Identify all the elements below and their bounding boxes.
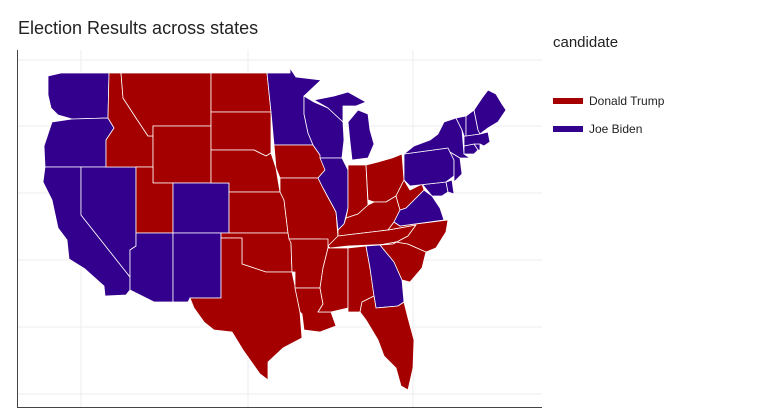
state-KS[interactable] xyxy=(228,191,289,234)
legend-label-joe-biden: Joe Biden xyxy=(589,122,643,136)
state-ME[interactable] xyxy=(473,89,507,135)
legend-swatch-joe-biden xyxy=(553,126,583,132)
map-plot-area[interactable] xyxy=(17,50,542,408)
state-VT[interactable] xyxy=(455,115,467,137)
state-TX[interactable] xyxy=(189,237,303,381)
chart-title: Election Results across states xyxy=(18,18,259,38)
state-WY[interactable] xyxy=(152,125,212,184)
legend-item-joe-biden[interactable]: Joe Biden xyxy=(553,115,753,143)
state-DE[interactable] xyxy=(445,179,455,195)
state-PA[interactable] xyxy=(403,147,455,187)
legend-swatch-donald-trump xyxy=(553,98,583,104)
us-choropleth-map[interactable] xyxy=(18,50,542,407)
legend-label-donald-trump: Donald Trump xyxy=(589,94,665,108)
state-OR[interactable] xyxy=(43,117,115,168)
state-NM[interactable] xyxy=(172,232,222,303)
state-AZ[interactable] xyxy=(129,232,174,303)
state-FL[interactable] xyxy=(359,295,415,391)
legend-item-donald-trump[interactable]: Donald Trump xyxy=(553,87,753,115)
state-ND[interactable] xyxy=(210,72,272,113)
state-NE[interactable] xyxy=(210,149,281,193)
legend: candidate Donald Trump Joe Biden xyxy=(553,34,753,143)
legend-title: candidate xyxy=(553,34,619,51)
state-WA[interactable] xyxy=(47,72,110,120)
state-MI[interactable] xyxy=(313,91,375,161)
state-CO[interactable] xyxy=(172,182,230,234)
state-WV[interactable] xyxy=(395,179,425,211)
state-SD[interactable] xyxy=(210,111,272,157)
